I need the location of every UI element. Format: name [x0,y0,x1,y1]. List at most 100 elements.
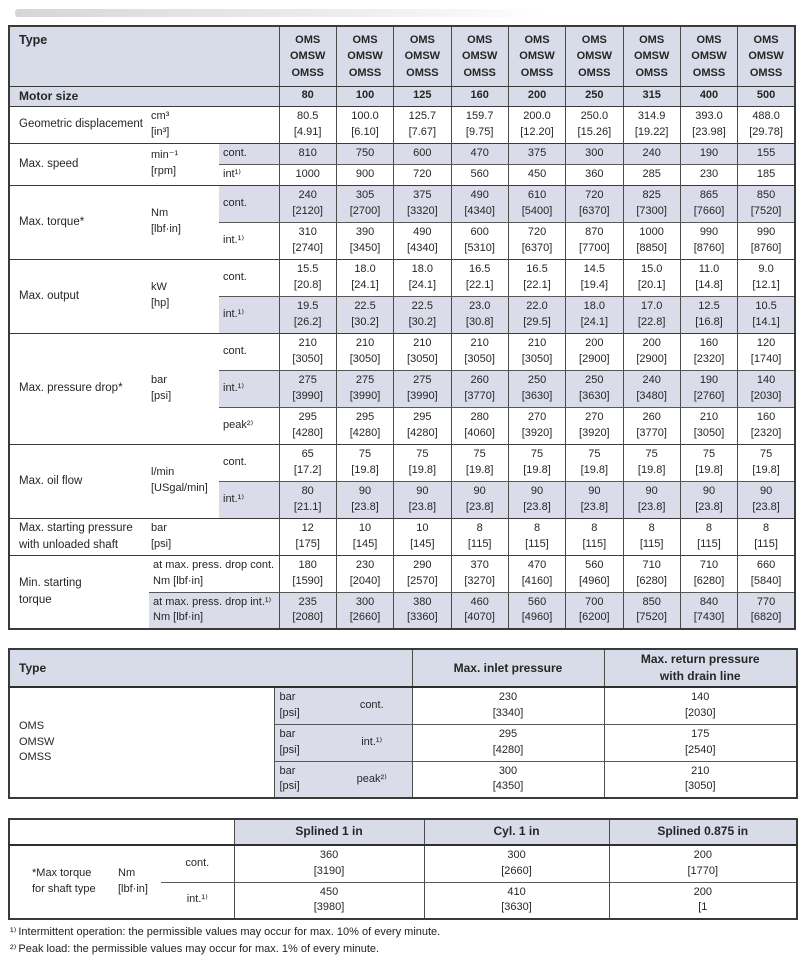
spec-value: 490 [4340] [393,222,452,260]
spec-value: 18.0 [24.1] [565,296,623,334]
table-row: Splined 1 in Cyl. 1 in Splined 0.875 in [9,819,798,846]
spec-unit: l/min [USgal/min] [149,443,219,519]
spec-value: 90 [23.8] [335,481,394,519]
type-header: Type [9,649,412,689]
spec-value: 270 [3920] [507,407,566,445]
motor-size-value: 125 [393,86,452,107]
spec-value: 280 [4060] [450,407,509,445]
spec-value: 16.5 [22.1] [507,258,566,297]
spec-value: 250.0 [15.26] [565,105,623,144]
spec-value: 850 [7520] [622,592,681,630]
spec-value: 90 [23.8] [393,481,452,519]
spec-value: 8 [115] [507,517,566,556]
spec-value: 720 [6370] [507,222,566,260]
spec-value: 295 [4280] [335,407,394,445]
pressure-unit: bar [psi] [273,724,332,762]
spec-value: 710 [6280] [622,554,681,593]
spec-condition: at max. press. drop cont. Nm [lbf·in] [149,554,280,593]
spec-value: 90 [23.8] [507,481,566,519]
spec-value: 22.5 [30.2] [393,296,452,334]
spec-value: 610 [5400] [507,184,566,223]
spec-unit: Nm [lbf·in] [149,184,219,260]
spec-value: 490 [4340] [450,184,509,223]
spec-value: 850 [7520] [737,184,795,223]
spec-condition: peak²⁾ [223,418,254,431]
shaft-torque-value: 450 [3980] [233,882,425,919]
spec-row-label: Min. starting torque [9,554,149,630]
spec-value: 155 [737,142,795,165]
spec-value: 120 [1740] [737,332,795,371]
spec-value: 250 [3630] [565,370,623,408]
table-row: OMS OMSW OMSS bar [psi] cont. 230 [3340] 140… [9,687,797,763]
motor-size-value: 400 [679,86,738,107]
spec-value: 390 [3450] [335,222,394,260]
spec-value: 210 [3050] [450,332,509,371]
table-row: int¹⁾ 1000 900 720 560 450 360 285 230 185 [9,164,795,186]
spec-value: 260 [3770] [450,370,509,408]
spec-value: 710 [6280] [679,554,738,593]
table-row: *Max torque for shaft type Nm [lbf·in] con… [9,845,798,895]
spec-value: 990 [8760] [679,222,738,260]
spec-value: 825 [7300] [622,184,681,223]
spec-value: 140 [2030] [737,370,795,408]
spec-value: 10.5 [14.1] [737,296,795,334]
spec-value: 810 [278,142,337,165]
spec-value: 8 [115] [679,517,738,556]
motor-size-value: 160 [450,86,509,107]
spec-value: 393.0 [23.98] [679,105,738,144]
spec-condition: int.¹⁾ [219,481,280,519]
spec-value: 125.7 [7.67] [393,105,452,144]
spec-value: 840 [7430] [679,592,738,630]
motor-size-label: Motor size [9,86,280,107]
shaft-torque-value: 200 [1770] [608,845,798,883]
table-row: int.¹⁾ 450 [3980] 410 [3630] 200 [1 [9,882,798,919]
spec-value: 488.0 [29.78] [737,105,795,144]
return-pressure-header: Max. return pressure with drain line [603,649,797,689]
spec-value: 275 [3990] [393,370,452,408]
table-row: bar [psi] peak²⁾ 300 [4350] 210 [3050] [9,761,797,799]
spec-condition [219,105,280,144]
spec-value: 210 [3050] [278,332,337,371]
shaft-condition: int.¹⁾ [186,893,208,906]
pressure-unit: bar [psi] [273,687,332,725]
shaft-torque-value: 360 [3190] [233,845,425,883]
pressure-unit: bar [psi] [273,761,332,799]
spec-value: 14.5 [19.4] [565,258,623,297]
spec-value: 90 [23.8] [679,481,738,519]
spec-value: 75 [19.8] [450,443,509,482]
spec-value: 160 [2320] [737,407,795,445]
spec-value: 16.5 [22.1] [450,258,509,297]
table-row: int.¹⁾ 310 [2740] 390 [3450] 490 [4340] 600 … [9,222,795,260]
spec-condition: int¹⁾ [223,167,241,180]
spec-condition [219,517,280,556]
inlet-pressure-value: 300 [4350] [411,761,604,799]
shaft-torque-label: *Max torque for shaft type [32,867,96,895]
spec-value: 305 [2700] [335,184,394,223]
spec-value: 270 [3920] [565,407,623,445]
spec-value: 230 [679,164,738,186]
spec-value: 295 [4280] [278,407,337,445]
spec-value: 190 [2760] [679,370,738,408]
spec-value: 75 [19.8] [679,443,738,482]
shaft-torque-value: 410 [3630] [423,882,610,919]
spec-value: 1000 [278,164,337,186]
column-header-cell: OMS OMSW OMSS [450,26,509,87]
spec-value: 240 [2120] [278,184,337,223]
table-row: Max. starting pressure with unloaded sha… [9,517,795,556]
spec-value: 159.7 [9.75] [450,105,509,144]
spec-value: 75 [19.8] [565,443,623,482]
spec-value: 22.5 [30.2] [335,296,394,334]
spec-value: 90 [23.8] [450,481,509,519]
spec-value: 360 [565,164,623,186]
spec-value: 720 [393,164,452,186]
spec-value: 230 [2040] [335,554,394,593]
spec-value: 560 [4960] [565,554,623,593]
inlet-pressure-header: Max. inlet pressure [411,649,604,689]
spec-value: 865 [7660] [679,184,738,223]
spec-value: 375 [3320] [393,184,452,223]
spec-value: 200 [2900] [565,332,623,371]
spec-value: 17.0 [22.8] [622,296,681,334]
spec-condition: int.¹⁾ [219,296,280,334]
spec-condition: cont. [219,184,280,223]
shaft-torque-value: 300 [2660] [423,845,610,883]
